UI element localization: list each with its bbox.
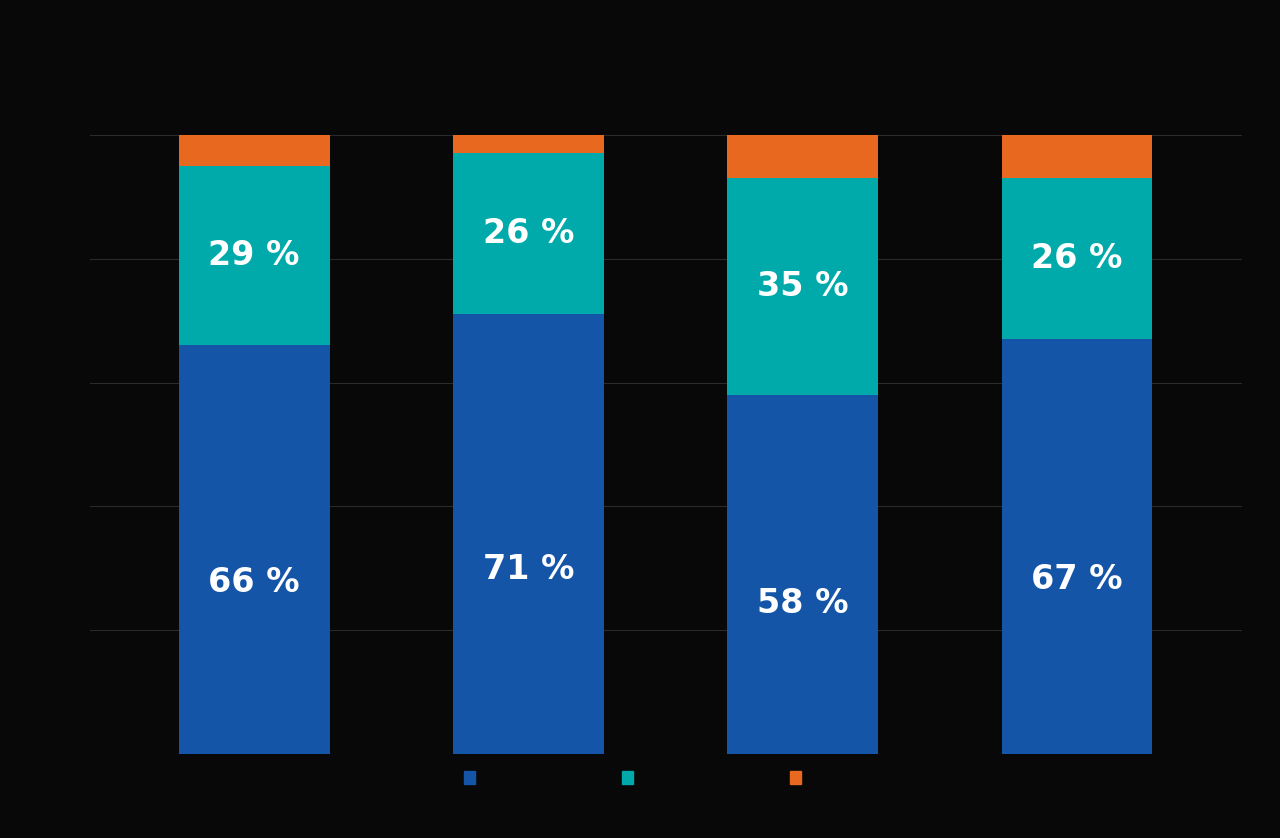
Bar	[179, 166, 330, 345]
Text: 29 %: 29 %	[209, 239, 300, 272]
Bar	[1002, 178, 1152, 339]
Text: 58 %: 58 %	[756, 587, 849, 620]
Text: 67 %: 67 %	[1032, 563, 1123, 597]
Bar	[179, 135, 330, 166]
Bar	[453, 153, 604, 314]
Bar	[453, 314, 604, 754]
Text: 26 %: 26 %	[1032, 242, 1123, 275]
Legend: Public sector, Private sector, Others: Public sector, Private sector, Others	[457, 763, 874, 795]
Bar	[727, 178, 878, 395]
Bar	[453, 135, 604, 153]
Bar	[727, 395, 878, 754]
Text: 26 %: 26 %	[483, 217, 575, 251]
Bar	[1002, 135, 1152, 178]
Text: 35 %: 35 %	[756, 270, 849, 303]
Text: 71 %: 71 %	[483, 553, 575, 586]
Bar	[1002, 339, 1152, 754]
Bar	[179, 345, 330, 754]
Text: 66 %: 66 %	[209, 566, 300, 599]
Bar	[727, 135, 878, 178]
